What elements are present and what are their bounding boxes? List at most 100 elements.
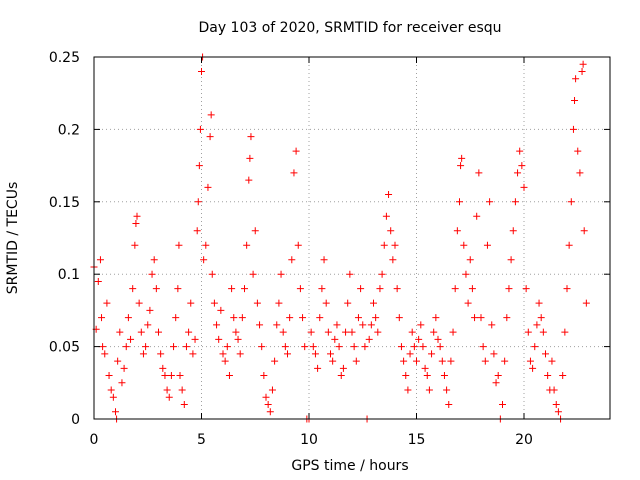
- data-point: [292, 147, 300, 155]
- data-points: [90, 53, 590, 423]
- data-point: [531, 343, 539, 351]
- data-point: [139, 350, 147, 358]
- data-point: [309, 343, 317, 351]
- data-point: [157, 350, 165, 358]
- data-point: [535, 299, 543, 307]
- data-point: [404, 386, 412, 394]
- data-point: [284, 350, 291, 358]
- data-point: [124, 314, 132, 322]
- chart-title: Day 103 of 2020, SRMTID for receiver esq…: [198, 20, 501, 36]
- data-point: [327, 350, 334, 358]
- x-axis-label: GPS time / hours: [291, 458, 408, 474]
- x-tick-label: 20: [515, 432, 533, 448]
- data-point: [483, 241, 491, 249]
- data-point: [410, 343, 418, 351]
- data-point: [301, 343, 309, 351]
- data-point: [320, 256, 328, 264]
- data-point: [503, 314, 511, 322]
- data-point: [127, 335, 135, 343]
- plot-frame: [93, 56, 611, 420]
- data-point: [294, 241, 302, 249]
- data-point: [129, 285, 137, 293]
- data-point: [251, 227, 259, 235]
- data-point: [354, 314, 362, 322]
- data-point: [494, 372, 502, 380]
- data-point: [488, 321, 496, 329]
- data-point: [200, 256, 208, 264]
- data-point: [514, 169, 522, 177]
- data-point: [533, 321, 541, 329]
- data-point: [271, 357, 279, 365]
- data-point: [346, 270, 354, 278]
- data-point: [561, 328, 569, 336]
- data-point: [329, 357, 337, 365]
- data-point: [318, 285, 326, 293]
- data-point: [376, 285, 384, 293]
- data-point: [524, 328, 532, 336]
- data-point: [260, 372, 268, 380]
- data-point: [174, 285, 182, 293]
- data-point: [415, 335, 423, 343]
- data-point: [574, 147, 582, 155]
- data-point: [397, 343, 405, 351]
- data-point: [505, 285, 513, 293]
- y-tick-label: 0.05: [49, 340, 80, 356]
- data-point: [208, 270, 216, 278]
- data-point: [273, 321, 281, 329]
- data-point: [421, 364, 429, 372]
- data-point: [436, 343, 444, 351]
- x-tick-label: 5: [197, 432, 206, 448]
- data-point: [324, 328, 332, 336]
- data-point: [195, 162, 203, 170]
- data-point: [475, 169, 483, 177]
- grid-lines: [94, 57, 610, 419]
- data-point: [333, 321, 341, 329]
- data-point: [579, 60, 587, 68]
- data-point: [518, 162, 526, 170]
- data-point: [462, 270, 470, 278]
- data-point: [511, 198, 519, 206]
- data-point: [120, 364, 128, 372]
- data-point: [247, 133, 255, 141]
- data-point: [509, 227, 517, 235]
- data-point: [554, 408, 562, 416]
- data-point: [281, 343, 289, 351]
- data-point: [539, 328, 547, 336]
- data-point: [296, 285, 304, 293]
- data-point: [246, 154, 254, 162]
- data-point: [417, 321, 425, 329]
- data-point: [204, 183, 212, 191]
- data-point: [385, 191, 393, 199]
- data-point: [537, 314, 545, 322]
- data-point: [165, 393, 173, 401]
- data-point: [98, 314, 106, 322]
- data-point: [339, 364, 347, 372]
- data-point: [243, 241, 251, 249]
- data-point: [342, 328, 350, 336]
- data-point: [449, 328, 457, 336]
- data-point: [279, 328, 287, 336]
- y-tick-label: 0: [71, 412, 80, 428]
- data-point: [207, 111, 215, 119]
- data-point: [387, 227, 395, 235]
- data-point: [501, 357, 509, 365]
- data-point: [565, 241, 573, 249]
- data-point: [559, 372, 567, 380]
- data-point: [473, 212, 481, 220]
- data-point: [213, 321, 221, 329]
- data-point: [238, 314, 246, 322]
- data-point: [582, 299, 590, 307]
- data-point: [118, 379, 126, 387]
- data-point: [170, 343, 178, 351]
- data-point: [155, 328, 162, 336]
- data-point: [112, 408, 119, 416]
- data-point: [234, 335, 242, 343]
- x-tick-label: 15: [408, 432, 426, 448]
- data-point: [499, 401, 506, 409]
- data-point: [132, 220, 140, 228]
- data-point: [481, 357, 489, 365]
- data-point: [176, 372, 184, 380]
- data-point: [529, 364, 537, 372]
- data-point: [253, 299, 261, 307]
- data-point: [225, 372, 233, 380]
